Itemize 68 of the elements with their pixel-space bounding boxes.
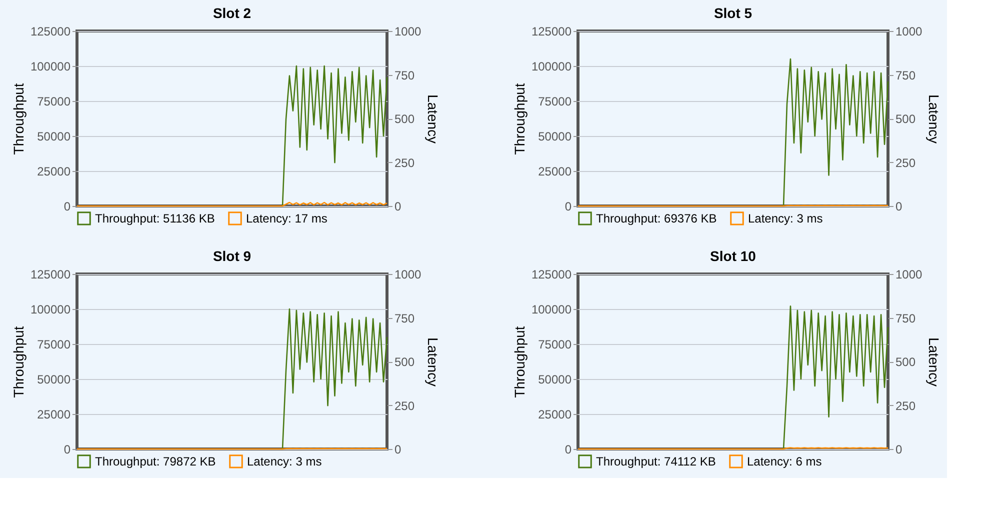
y2-axis-title: Latency: [425, 94, 442, 144]
y2-tick-label: 250: [394, 156, 415, 170]
y-tick-label: 50000: [37, 372, 71, 386]
line-series: [282, 308, 388, 450]
y-axis-title: Throughput: [511, 83, 528, 155]
y-tick-label: 0: [564, 200, 572, 214]
y2-tick-label: 750: [896, 311, 916, 326]
y-tick-label: 25000: [37, 164, 71, 178]
y-tick-label: 0: [564, 442, 572, 456]
y2-tick-label: 250: [896, 398, 916, 413]
y-tick-label: 0: [64, 200, 71, 214]
y-axis-title: Throughput: [511, 326, 528, 398]
y-tick-label: 25000: [538, 408, 572, 422]
y-tick-label: 100000: [30, 60, 71, 74]
y2-tick-label: 750: [394, 68, 415, 82]
y2-axis-title: Latency: [425, 337, 442, 387]
y2-tick-label: 250: [896, 156, 916, 170]
y-axis-title: Throughput: [10, 326, 26, 398]
y-tick-label: 25000: [538, 164, 572, 178]
y2-tick-label: 1000: [394, 24, 422, 38]
legend-label: Throughput: 79872 KB: [95, 454, 216, 468]
chart-title: Slot 2: [212, 5, 252, 21]
y-tick-label: 50000: [37, 130, 71, 144]
legend-label: Latency: 3 ms: [247, 454, 322, 468]
y-tick-label: 75000: [37, 338, 71, 352]
y-tick-label: 100000: [531, 60, 572, 74]
y-tick-label: 25000: [37, 408, 71, 422]
y2-tick-label: 500: [394, 355, 415, 369]
legend-label: Throughput: 74112 KB: [596, 454, 716, 468]
y2-tick-label: 1000: [896, 24, 923, 38]
y-tick-label: 50000: [538, 372, 572, 386]
y2-tick-label: 0: [896, 442, 902, 456]
y-tick-label: 125000: [531, 268, 572, 282]
y-tick-label: 0: [64, 442, 71, 456]
y2-tick-label: 750: [394, 311, 415, 326]
chart-title: Slot 5: [714, 5, 752, 21]
legend-label: Throughput: 69376 KB: [596, 211, 717, 226]
y2-tick-label: 0: [394, 442, 402, 456]
line-series: [782, 306, 889, 450]
y-tick-label: 125000: [30, 268, 71, 282]
y-tick-label: 75000: [538, 94, 572, 108]
line-series: [282, 65, 388, 207]
line-series: [782, 58, 889, 207]
legend-label: Throughput: 51136 KB: [95, 211, 215, 226]
legend-label: Latency: 6 ms: [747, 454, 822, 468]
y2-axis-title: Latency: [926, 94, 942, 144]
y2-tick-label: 0: [896, 200, 902, 214]
y-axis-title: Throughput: [10, 83, 26, 155]
y2-tick-label: 750: [896, 68, 916, 82]
chart-title: Slot 9: [212, 248, 252, 264]
y2-tick-label: 500: [896, 112, 916, 126]
y-tick-label: 50000: [538, 130, 572, 144]
legend-label: Latency: 17 ms: [246, 211, 328, 226]
y2-tick-label: 0: [394, 200, 402, 214]
y2-tick-label: 1000: [896, 268, 923, 282]
y2-tick-label: 250: [394, 398, 415, 413]
y-tick-label: 125000: [30, 24, 71, 38]
y2-axis-title: Latency: [926, 337, 942, 387]
y-tick-label: 75000: [37, 94, 71, 108]
y2-tick-label: 500: [394, 112, 415, 126]
y2-tick-label: 1000: [394, 268, 422, 282]
y-tick-label: 125000: [531, 24, 572, 38]
y-tick-label: 100000: [531, 302, 572, 316]
legend-label: Latency: 3 ms: [748, 211, 823, 226]
y-tick-label: 100000: [30, 302, 71, 316]
y-tick-label: 75000: [538, 338, 572, 352]
chart-title: Slot 10: [710, 248, 756, 264]
y2-tick-label: 500: [896, 355, 916, 369]
